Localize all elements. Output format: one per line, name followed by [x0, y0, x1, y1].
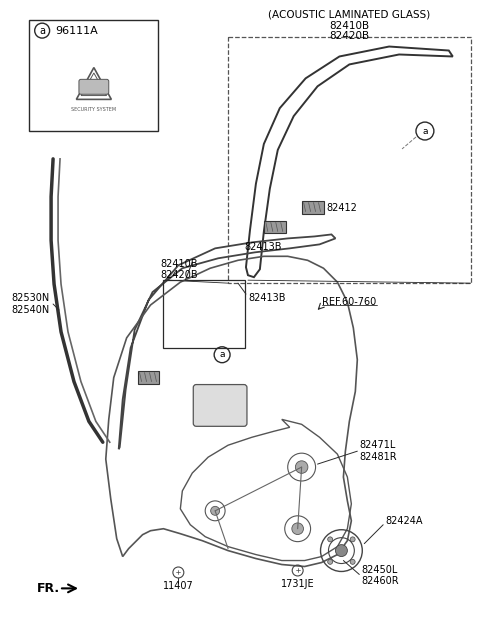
Text: (ACOUSTIC LAMINATED GLASS): (ACOUSTIC LAMINATED GLASS): [268, 10, 431, 20]
Text: 11407: 11407: [163, 581, 194, 591]
FancyBboxPatch shape: [301, 201, 324, 214]
Circle shape: [295, 461, 308, 474]
FancyBboxPatch shape: [79, 79, 109, 94]
Text: 82410B: 82410B: [329, 20, 370, 31]
FancyBboxPatch shape: [264, 220, 286, 233]
Circle shape: [292, 523, 303, 535]
Circle shape: [350, 537, 355, 542]
Text: a: a: [422, 126, 428, 136]
Text: 82413B: 82413B: [248, 293, 286, 303]
Text: 82481R: 82481R: [360, 452, 397, 462]
Text: 96111A: 96111A: [55, 25, 98, 36]
Circle shape: [336, 545, 348, 556]
FancyBboxPatch shape: [138, 371, 159, 384]
Text: 82471L: 82471L: [360, 440, 396, 450]
FancyBboxPatch shape: [228, 37, 471, 283]
Text: REF.60-760: REF.60-760: [322, 297, 376, 307]
Circle shape: [328, 560, 333, 565]
Circle shape: [328, 537, 333, 542]
Text: 82420B: 82420B: [160, 271, 198, 280]
FancyBboxPatch shape: [193, 384, 247, 426]
Circle shape: [350, 560, 355, 565]
FancyBboxPatch shape: [29, 20, 158, 131]
Text: a: a: [39, 25, 45, 36]
Text: 82410B: 82410B: [160, 259, 198, 269]
Circle shape: [211, 506, 220, 515]
Text: 82540N: 82540N: [12, 305, 49, 315]
Text: 82413B: 82413B: [244, 243, 282, 253]
Text: 82460R: 82460R: [361, 576, 399, 586]
Text: SECURITY SYSTEM: SECURITY SYSTEM: [72, 106, 117, 111]
Text: 1731JE: 1731JE: [281, 579, 314, 589]
Text: 82450L: 82450L: [361, 566, 397, 576]
Text: FR.: FR.: [37, 582, 60, 595]
Text: 82412: 82412: [326, 202, 358, 212]
Text: 82420B: 82420B: [329, 30, 370, 41]
Text: 82530N: 82530N: [12, 293, 49, 303]
Text: a: a: [219, 350, 225, 359]
Text: 82424A: 82424A: [385, 516, 423, 526]
